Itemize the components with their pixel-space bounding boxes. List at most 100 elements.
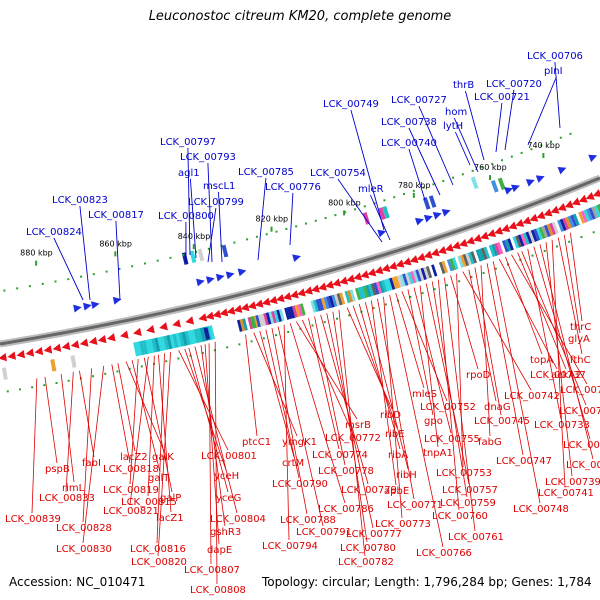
reverse-label-leader [533, 246, 591, 440]
reverse-gene-arrow [529, 213, 539, 222]
cds-block [347, 290, 354, 303]
cds-block [465, 252, 472, 266]
cds-block [475, 249, 483, 262]
forward-label-leader [218, 191, 223, 263]
reverse-label-leader [283, 324, 290, 541]
forward-gene-label: LCK_00799 [188, 197, 244, 208]
figure-title: Leuconostoc citreum KM20, complete genom… [148, 9, 452, 24]
reverse-gene-label: LCK_00773 [375, 519, 431, 530]
cds-block [423, 266, 430, 280]
reverse-label-leader [450, 275, 479, 370]
cds-block [591, 206, 599, 219]
gc-dot [543, 250, 546, 253]
reverse-gene-arrow [247, 301, 257, 310]
reverse-gene-arrow [146, 324, 155, 334]
reverse-gene-arrow [543, 208, 553, 217]
reverse-label-leader [401, 291, 448, 402]
cds-block [507, 238, 514, 251]
forward-gene-arrow [511, 184, 520, 193]
forward-gene-arrow [432, 211, 442, 220]
forward-label-leader [115, 220, 121, 301]
gc-dot [67, 278, 70, 281]
cds-block [585, 208, 593, 221]
forward-gene-label: hom [445, 107, 467, 118]
gc-dot [314, 219, 317, 222]
cds-block [276, 309, 283, 322]
reverse-gene-label: dnaG [484, 402, 511, 413]
scale-tick-mark [489, 175, 492, 181]
gc-dot [384, 303, 387, 306]
reverse-label-leader [563, 235, 581, 334]
cds-block [239, 318, 246, 332]
gc-dot [3, 289, 6, 292]
reverse-label-leader [156, 353, 165, 544]
reverse-label-leader [377, 298, 415, 500]
reverse-gene-label: LCK_00752 [420, 402, 476, 413]
reverse-gene-arrow [585, 191, 595, 200]
reverse-gene-arrow [465, 236, 475, 245]
cds-block [151, 338, 158, 353]
cds-block [491, 243, 499, 257]
cds-block [344, 290, 351, 304]
gc-dot [422, 186, 425, 189]
reverse-gene-arrow [381, 263, 391, 272]
reverse-gene-label: LCK_00745 [474, 416, 530, 427]
reverse-label-leader [332, 311, 368, 543]
reverse-gene-label: ptcC1 [242, 437, 271, 448]
cds-block [381, 279, 388, 293]
forward-gene-arrow [292, 254, 301, 263]
forward-label-leader [408, 127, 441, 196]
reverse-gene-arrow [473, 234, 482, 242]
cds-block [136, 341, 143, 356]
gc-dot [233, 241, 236, 244]
cds-block [163, 335, 170, 350]
reverse-gene-arrow [402, 257, 412, 266]
forward-gene-label: thrB [453, 80, 474, 91]
gc-dot [118, 267, 121, 270]
cds-block [570, 214, 578, 227]
reverse-gene-arrow [515, 218, 525, 227]
cds-block [399, 274, 406, 287]
reverse-label-leader [511, 254, 588, 385]
reverse-gene-label: LCK_00761 [448, 532, 504, 543]
reverse-label-leader [314, 316, 346, 466]
reverse-gene-label: LCK_00839 [5, 514, 61, 525]
gc-dot [520, 151, 523, 154]
forward-gene-arrow [83, 302, 92, 311]
reverse-gene-label: yceH [214, 471, 239, 482]
gc-dot [432, 183, 435, 186]
gc-dot [195, 250, 198, 253]
gc-dot [275, 230, 278, 233]
gc-dot [246, 238, 249, 241]
cds-block [249, 316, 257, 329]
gene-arrow-layer [0, 154, 600, 362]
cds-block [533, 228, 541, 241]
reverse-label-leader [551, 239, 566, 488]
cds-block [404, 272, 412, 285]
forward-gene-label: LCK_00776 [265, 182, 321, 193]
forward-gene-arrow [225, 271, 235, 280]
reverse-gene-arrow [571, 197, 581, 206]
reverse-gene-arrow [159, 322, 168, 331]
gc-dot [403, 193, 406, 196]
reverse-gene-arrow [395, 259, 405, 268]
reverse-label-leader [208, 343, 212, 565]
cds-block [457, 255, 464, 268]
reverse-gene-label: galK [152, 452, 174, 463]
gc-dot [28, 285, 31, 288]
cds-block [428, 195, 437, 208]
gc-dot [104, 372, 107, 375]
forward-gene-arrow [112, 296, 122, 305]
cds-block [383, 279, 391, 292]
reverse-gene-label: LCK_00734 [563, 440, 600, 451]
gc-dot [6, 390, 9, 393]
reverse-label-leader [444, 277, 476, 532]
cds-block [289, 306, 296, 319]
forward-gene-arrow [535, 175, 545, 183]
reverse-gene-label: thrC [570, 322, 591, 333]
cds-block [286, 306, 293, 320]
gc-dot [409, 295, 412, 298]
reverse-gene-arrow [430, 248, 440, 257]
